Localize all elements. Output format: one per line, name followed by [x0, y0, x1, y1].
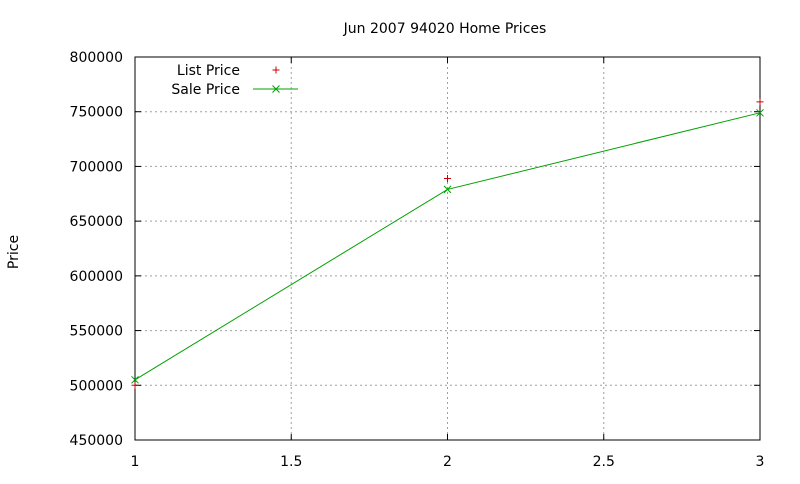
legend-marker-sale-price — [272, 85, 280, 93]
y-tick-label: 450000 — [70, 433, 123, 449]
list-price-point — [131, 381, 139, 389]
legend-label-list-price: List Price — [177, 63, 240, 79]
x-tick-label: 1.5 — [280, 454, 302, 470]
sale-price-point — [131, 375, 139, 384]
list-price-point — [756, 98, 764, 106]
y-tick-label: 650000 — [70, 214, 123, 230]
series-sale-price — [131, 108, 764, 384]
chart-title: Jun 2007 94020 Home Prices — [343, 21, 547, 37]
legend-label-sale-price: Sale Price — [171, 82, 240, 98]
y-tick-label: 500000 — [70, 378, 123, 394]
x-tick-label: 2.5 — [593, 454, 615, 470]
x-tick-label: 3 — [756, 454, 765, 470]
y-tick-label: 600000 — [70, 269, 123, 285]
y-tick-label: 800000 — [70, 50, 123, 66]
x-tick-label: 1 — [131, 454, 140, 470]
y-tick-label: 750000 — [70, 105, 123, 121]
grid-lines — [135, 57, 760, 440]
x-tick-label: 2 — [443, 454, 452, 470]
y-tick-label: 700000 — [70, 159, 123, 175]
legend: List Price Sale Price — [171, 63, 298, 98]
axis-ticks: 1 1.5 2 2.5 3 450000 500000 550000 600000 650000 7… — [70, 50, 765, 470]
series-layer — [131, 98, 764, 389]
series-list-price — [131, 98, 764, 389]
legend-marker-list-price — [272, 66, 280, 74]
sale-price-point — [756, 108, 764, 117]
list-price-point — [444, 174, 451, 182]
y-axis-label: Price — [6, 235, 22, 269]
y-tick-label: 550000 — [70, 324, 123, 340]
sale-price-point — [443, 185, 452, 194]
